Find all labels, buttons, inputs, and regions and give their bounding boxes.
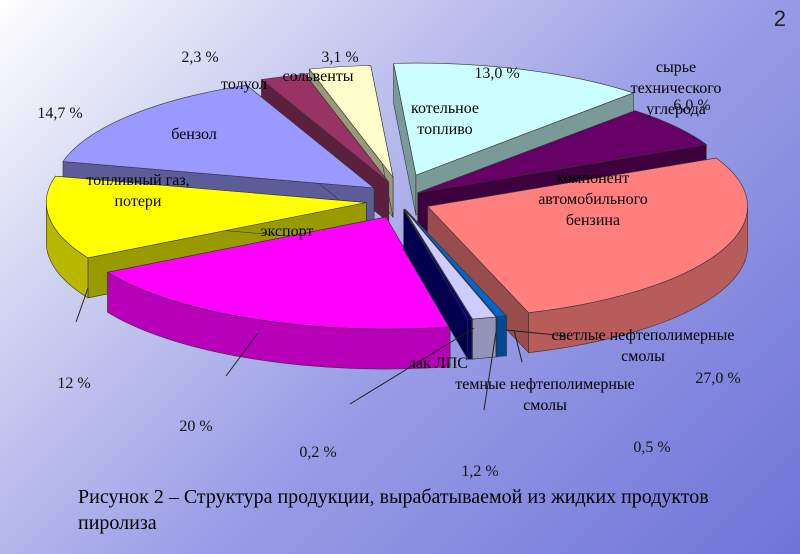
slice-label: сырье технического углерода (631, 59, 722, 118)
slice-label: сольвенты (282, 68, 353, 85)
slice-label: светлые нефтеполимерные смолы (552, 327, 735, 365)
leader-line (483, 331, 497, 411)
value-label: 14,7 % (37, 105, 82, 122)
pie-slice (427, 157, 748, 354)
pie-slice (403, 208, 473, 361)
pie-slices (46, 62, 748, 370)
leader-line (513, 329, 523, 363)
leader-line (225, 332, 259, 377)
figure-caption: Рисунок 2 – Структура продукции, вырабат… (78, 486, 709, 534)
value-label: 3,1 % (321, 49, 358, 66)
pie-slice (106, 215, 451, 370)
value-label: 0,2 % (299, 444, 336, 461)
slice-top (393, 62, 635, 176)
slice-label: топливный газ, потери (86, 172, 189, 210)
slice-label: компонент автомобильного бензина (538, 170, 648, 229)
value-label: 2,3 % (181, 49, 218, 66)
slice-top (404, 209, 497, 320)
slice-rim (496, 315, 507, 358)
leader-line (349, 327, 475, 405)
slice-top (403, 209, 473, 320)
slice-top (417, 110, 708, 194)
slice-top (260, 73, 390, 183)
slice-top (62, 84, 375, 189)
value-label: 13,0 % (474, 65, 519, 82)
slice-top (427, 157, 748, 314)
slice-label: темные нефтеполимерные смолы (455, 376, 635, 414)
slice-top (308, 65, 394, 178)
leader-line (75, 287, 89, 323)
slice-label: лак ЛПС (408, 355, 468, 372)
value-labels: 13,0 % 6,0 % 27,0 % 0,5 % 1,2 % 0,2 % 20 % 12 %… (37, 49, 740, 480)
slice-label: бензол (171, 126, 217, 143)
slice-label: экспорт (261, 223, 314, 240)
value-label: 0,5 % (633, 439, 670, 456)
slice-top (106, 216, 451, 330)
slice-rim (467, 318, 473, 360)
slide-number: 2 (773, 6, 786, 31)
slice-labels: котельное топливо сырье технического углерод… (86, 59, 734, 414)
value-label: 27,0 % (695, 370, 740, 387)
value-label: 20 % (179, 418, 212, 435)
value-label: 1,2 % (461, 463, 498, 480)
value-label: 12 % (57, 375, 90, 392)
value-label: 6,0 % (673, 97, 710, 114)
leader-lines (75, 287, 567, 411)
leader-line (505, 329, 567, 337)
slice-label: котельное топливо (411, 100, 479, 138)
slice-top (405, 209, 508, 318)
slice-top (46, 175, 367, 259)
slice-label: толуол (221, 76, 267, 93)
